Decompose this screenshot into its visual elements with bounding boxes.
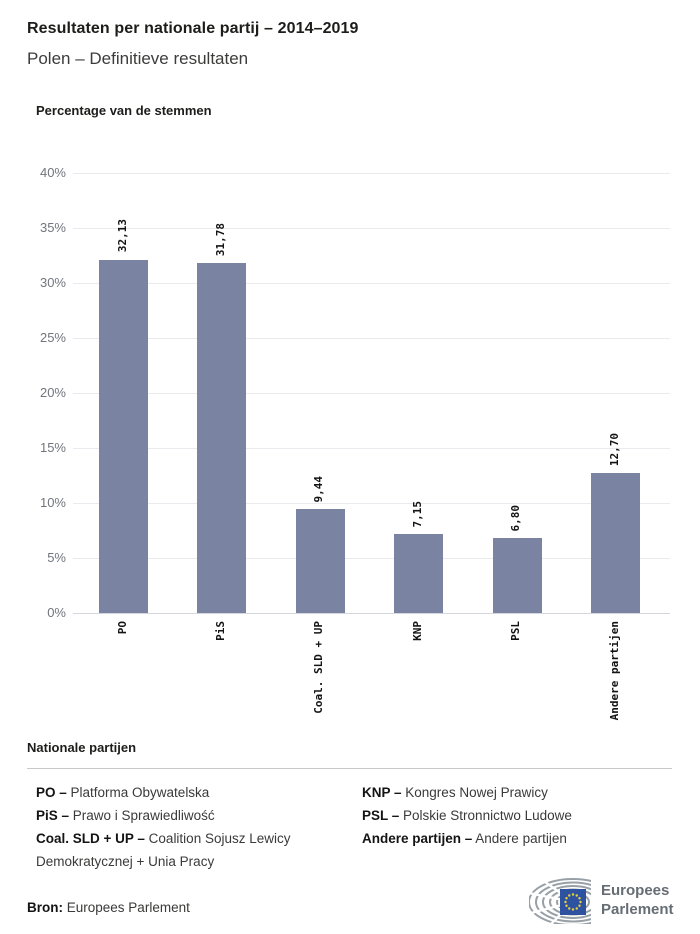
page-title: Resultaten per nationale partij – 2014–2… <box>27 20 359 37</box>
x-tick-label: PSL <box>509 621 523 641</box>
legend-item-value: Polskie Stronnictwo Ludowe <box>399 808 572 823</box>
legend-column-left: PO – Platforma Obywatelska PiS – Prawo i … <box>36 781 348 873</box>
page-subtitle: Polen – Definitieve resultaten <box>27 49 249 68</box>
bar-value-label: 32,13 <box>115 219 129 253</box>
x-tick-label: Andere partijen <box>607 621 621 721</box>
legend-item-key: PO – <box>36 785 67 800</box>
ep-logo-text: Europees Parlement <box>601 881 674 919</box>
bar-value-label: 6,80 <box>509 504 523 532</box>
legend-item-value: Andere partijen <box>472 831 567 846</box>
y-tick-label: 20% <box>39 385 66 400</box>
bar-Andere partijen <box>591 473 640 613</box>
source-line: Bron: Europees Parlement <box>27 900 190 915</box>
gridline <box>73 173 670 174</box>
eu-flag <box>560 888 586 915</box>
gridline <box>73 393 670 394</box>
legend-item-value: Prawo i Sprawiedliwość <box>69 808 215 823</box>
legend-item-key: KNP – <box>362 785 402 800</box>
gridline <box>73 338 670 339</box>
source-value: Europees Parlement <box>66 900 190 915</box>
bar-value-label: 31,78 <box>213 223 227 257</box>
x-tick-label: PO <box>115 621 129 635</box>
bar-PiS <box>197 263 247 613</box>
bar-KNP <box>394 534 444 613</box>
bar-value-label: 7,15 <box>410 500 424 528</box>
legend-item: PO – Platforma Obywatelska <box>36 781 348 804</box>
legend-item-key: PSL – <box>362 808 400 823</box>
y-tick-label: 25% <box>39 330 66 345</box>
bar-value-label: 12,70 <box>607 433 621 467</box>
x-tick-label: PiS <box>213 621 227 641</box>
y-tick-label: 10% <box>39 495 66 510</box>
y-tick-label: 30% <box>39 275 66 290</box>
legend-item: PiS – Prawo i Sprawiedliwość <box>36 804 348 827</box>
bar-Coal. SLD + UP <box>295 509 345 613</box>
x-axis-line <box>73 613 670 614</box>
eu-flag-stars <box>564 892 582 911</box>
gridline <box>73 558 670 559</box>
y-tick-label: 15% <box>39 440 66 455</box>
ep-logo-text-line1: Europees <box>601 882 670 899</box>
gridline <box>73 283 670 284</box>
bar-value-label: 9,44 <box>312 475 326 503</box>
y-tick-label: 35% <box>39 220 66 235</box>
ep-hemicycle-logo-icon <box>529 877 591 924</box>
y-tick-label: 5% <box>47 550 66 565</box>
legend-divider <box>27 768 672 769</box>
legend-item-value: Coalition Sojusz Lewicy Demokratycznej +… <box>36 831 291 869</box>
y-tick-label: 40% <box>39 165 66 180</box>
european-parliament-logo: Europees Parlement <box>529 876 689 924</box>
legend-item-key: Coal. SLD + UP – <box>36 831 145 846</box>
ep-logo-text-line2: Parlement <box>601 901 674 918</box>
legend-item: Coal. SLD + UP – Coalition Sojusz Lewicy… <box>36 827 348 873</box>
legend-item-key: PiS – <box>36 808 70 823</box>
bar-PO <box>99 259 148 613</box>
legend-item-value: Platforma Obywatelska <box>66 785 210 800</box>
legend-item: Andere partijen – Andere partijen <box>362 827 672 850</box>
legend-heading: Nationale partijen <box>27 740 137 755</box>
bar-PSL <box>492 538 542 613</box>
y-tick-label: 0% <box>47 605 66 620</box>
gridline <box>73 503 670 504</box>
source-label: Bron: <box>27 900 63 915</box>
x-tick-label: KNP <box>410 621 424 641</box>
legend-item: PSL – Polskie Stronnictwo Ludowe <box>362 804 672 827</box>
legend-item-value: Kongres Nowej Prawicy <box>401 785 548 800</box>
legend-item-key: Andere partijen – <box>362 831 473 846</box>
legend-item: KNP – Kongres Nowej Prawicy <box>362 781 672 804</box>
gridline <box>73 448 670 449</box>
gridline <box>73 228 670 229</box>
chart-title: Percentage van de stemmen <box>36 103 212 118</box>
x-tick-label: Coal. SLD + UP <box>312 621 326 714</box>
legend-column-right: KNP – Kongres Nowej Prawicy PSL – Polskie… <box>362 781 672 850</box>
